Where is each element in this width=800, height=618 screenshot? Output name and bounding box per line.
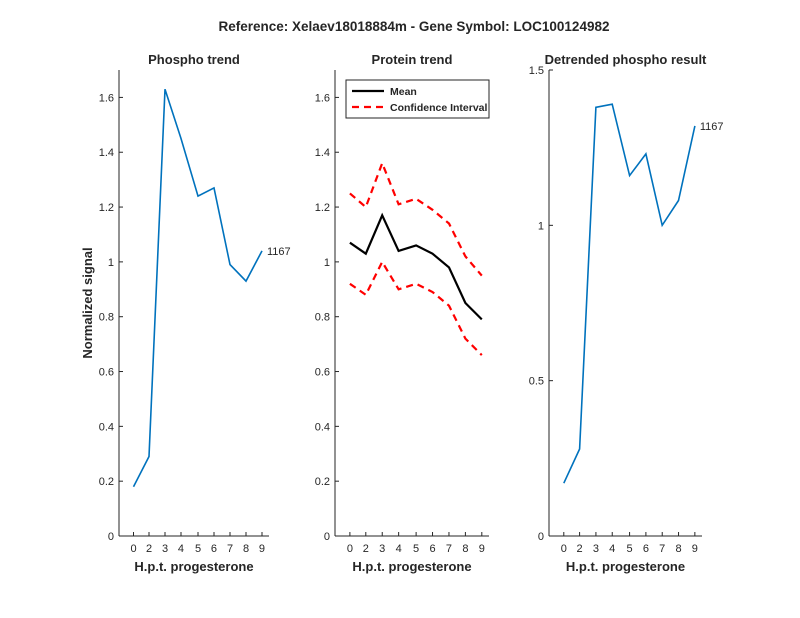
y-tick-label: 0.2 [99,476,114,488]
point-annotation: 1167 [700,121,724,133]
ci-upper-line [349,160,483,277]
y-tick-label: 1.5 [529,65,544,77]
y-tick-label: 1.6 [99,92,114,104]
y-tick-label: 0 [538,531,544,543]
x-axis-label: H.p.t. progesterone [352,559,471,574]
mean-line [349,212,483,321]
legend-box [345,79,490,119]
y-tick-label: 1.6 [315,92,330,104]
y-tick-label: 0 [324,531,330,543]
x-tick-label: 3 [593,543,599,555]
x-tick-label: 8 [462,543,468,555]
x-tick-label: 5 [195,543,201,555]
x-axis-label: H.p.t. progesterone [134,559,253,574]
x-tick-label: 6 [429,543,435,555]
x-tick-label: 2 [146,543,152,555]
x-tick-label: 7 [659,543,665,555]
y-tick-label: 1.2 [315,202,330,214]
y-tick-label: 1.4 [315,147,330,159]
y-tick-label: 0.4 [315,421,330,433]
point-annotation: 1167 [267,246,291,258]
x-tick-label: 3 [162,543,168,555]
x-tick-label: 2 [363,543,369,555]
y-tick-label: 1 [324,257,330,269]
y-tick-label: 1.4 [99,147,114,159]
panel-title: Protein trend [372,52,453,67]
x-tick-label: 8 [243,543,249,555]
panel-title: Detrended phospho result [545,52,707,67]
y-tick-label: 1 [108,257,114,269]
x-tick-label: 9 [259,543,265,555]
phospho-line [563,103,696,484]
phospho-line [132,88,263,488]
y-tick-label: 1 [538,220,544,232]
x-tick-label: 6 [211,543,217,555]
y-axis-label: Normalized signal [80,247,95,358]
x-tick-label: 4 [178,543,184,555]
legend-label-mean: Mean [390,86,417,98]
x-tick-label: 6 [643,543,649,555]
y-tick-label: 1.2 [99,202,114,214]
y-tick-label: 0.6 [99,367,114,379]
x-tick-label: 2 [577,543,583,555]
y-tick-label: 0.8 [315,312,330,324]
panel-title: Phospho trend [148,52,240,67]
x-axis-label: H.p.t. progesterone [566,559,685,574]
x-tick-label: 4 [396,543,402,555]
x-tick-label: 3 [379,543,385,555]
x-tick-label: 0 [130,543,136,555]
x-tick-label: 4 [609,543,615,555]
x-tick-label: 0 [347,543,353,555]
panel-phospho: 00.20.40.60.811.21.41.60 2 3 4 5 6 7 8 9Phospho … [80,52,291,574]
x-tick-label: 9 [479,543,485,555]
y-tick-label: 0.5 [529,376,544,388]
x-tick-label: 7 [446,543,452,555]
panel-protein: 00.20.40.60.811.21.41.60 2 3 4 5 6 7 8 9Protein … [315,52,490,574]
y-tick-label: 0.2 [315,476,330,488]
y-tick-label: 0.4 [99,421,114,433]
x-tick-label: 5 [627,543,633,555]
x-tick-label: 5 [413,543,419,555]
x-tick-label: 8 [675,543,681,555]
y-tick-label: 0 [108,531,114,543]
ci-lower-line [349,259,483,356]
y-tick-label: 0.8 [99,312,114,324]
legend-label-ci: Confidence Interval [390,102,488,114]
figure-title: Reference: Xelaev18018884m - Gene Symbol… [219,19,610,34]
x-tick-label: 9 [692,543,698,555]
y-tick-label: 0.6 [315,367,330,379]
x-tick-label: 0 [561,543,567,555]
legend: Mean Confidence Interval [345,79,490,119]
x-tick-label: 7 [227,543,233,555]
